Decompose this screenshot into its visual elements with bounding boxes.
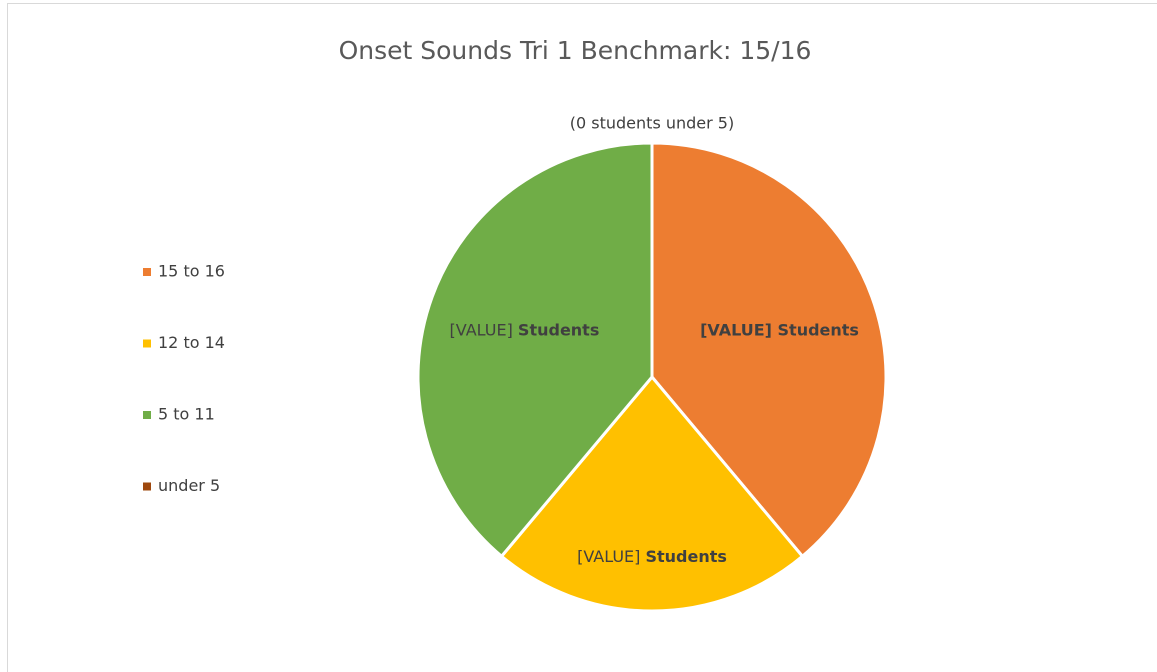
legend-swatch: [143, 268, 151, 276]
legend-label: 15 to 16: [158, 262, 225, 281]
annotation: (0 students under 5): [570, 114, 734, 133]
chart-title: Onset Sounds Tri 1 Benchmark: 15/16: [339, 36, 812, 65]
data-label: [VALUE] Students: [577, 547, 727, 566]
legend-label: 12 to 14: [158, 333, 225, 352]
legend-swatch: [143, 482, 151, 491]
pie-slice: [650, 141, 888, 559]
pie-slice: [416, 141, 654, 559]
legend-label: 5 to 11: [158, 405, 215, 424]
pie-slice: [499, 374, 805, 613]
data-label: [VALUE] Students: [700, 320, 859, 339]
legend-swatch: [143, 339, 151, 348]
legend-swatch: [143, 411, 151, 419]
legend-label: under 5: [158, 476, 220, 495]
data-label: [VALUE] Students: [450, 320, 600, 339]
